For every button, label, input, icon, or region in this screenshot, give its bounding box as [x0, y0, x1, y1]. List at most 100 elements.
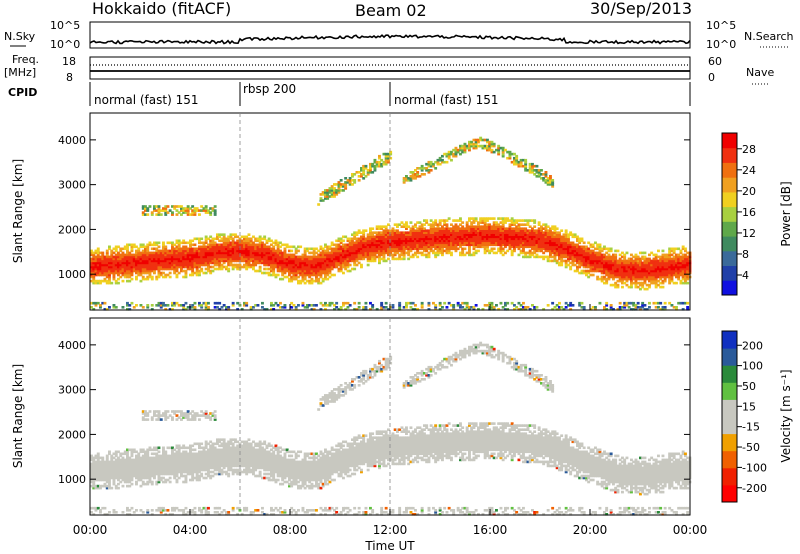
power-cell [342, 249, 345, 253]
power-cell [382, 241, 386, 245]
power-cell [380, 225, 384, 228]
power-cell [486, 241, 489, 245]
power-cell [294, 263, 298, 267]
power-cell [540, 239, 543, 243]
power-cell [402, 223, 406, 226]
power-cell [402, 177, 406, 180]
power-cell [339, 237, 343, 241]
power-cell [501, 154, 505, 158]
power-cell [540, 177, 543, 180]
power-cell [582, 269, 586, 273]
power-cell [344, 249, 348, 253]
power-cell [425, 235, 429, 239]
power-cell [549, 175, 552, 178]
power-cell [675, 255, 678, 259]
power-cell [267, 247, 271, 251]
power-cell [452, 148, 456, 152]
power-cell [510, 217, 514, 220]
power-cell [652, 265, 656, 269]
power-cell [398, 255, 402, 259]
power-cell [216, 301, 219, 305]
power-cell [380, 247, 384, 251]
power-cell [391, 231, 395, 234]
power-cell [324, 249, 327, 253]
power-cell [254, 251, 258, 255]
power-cell [405, 245, 408, 249]
power-cell [292, 259, 296, 263]
power-cell [580, 269, 584, 273]
power-cell [387, 237, 390, 241]
power-cell [555, 249, 559, 253]
power-cell [290, 245, 294, 249]
power-cell [389, 237, 393, 241]
power-cell [227, 257, 231, 261]
velocity-cell [105, 480, 109, 484]
power-cell [472, 306, 476, 309]
power-cell [101, 257, 105, 261]
velocity-cell [99, 486, 102, 490]
power-cell [454, 150, 458, 154]
power-cell [204, 239, 208, 243]
power-cell [337, 239, 341, 243]
power-cell [396, 245, 399, 249]
power-cell [270, 263, 273, 267]
power-cell [582, 259, 586, 263]
power-cell [193, 308, 197, 311]
power-cell [603, 247, 606, 251]
power-cell [596, 255, 600, 259]
power-cell [513, 162, 516, 166]
power-cell [357, 171, 361, 174]
power-cell [182, 207, 186, 210]
power-cell [585, 269, 588, 273]
power-cell [414, 243, 417, 247]
power-cell [137, 267, 141, 271]
power-cell [162, 261, 165, 265]
power-cell [321, 263, 325, 267]
power-cell [524, 167, 528, 170]
power-cell [681, 269, 685, 273]
power-cell [90, 259, 93, 263]
power-cell [324, 251, 327, 255]
power-cell [391, 257, 395, 261]
power-cell [132, 269, 136, 273]
power-cell [326, 259, 330, 263]
power-cell [663, 273, 667, 277]
power-cell [337, 261, 341, 265]
power-cell [225, 243, 228, 247]
power-cell [110, 257, 114, 261]
power-cell [589, 243, 593, 247]
power-cell [191, 209, 195, 212]
power-cell [346, 247, 350, 251]
power-cell [587, 241, 591, 245]
power-cell [166, 304, 170, 307]
power-cell [211, 265, 215, 269]
power-cell [621, 255, 624, 259]
power-cell [434, 306, 438, 309]
power-cell [351, 257, 354, 261]
power-cell [643, 255, 647, 259]
power-cell [409, 239, 413, 243]
power-cell [488, 223, 492, 226]
power-cell [488, 227, 492, 230]
power-cell [337, 243, 341, 247]
power-cell [317, 271, 321, 275]
power-cell [150, 263, 154, 267]
power-cell [553, 237, 557, 241]
power-cell [193, 207, 197, 210]
power-cell [648, 267, 651, 271]
power-cell [567, 241, 570, 245]
power-cell [276, 273, 280, 277]
power-cell [166, 267, 170, 271]
power-cell [389, 247, 393, 251]
power-cell [668, 267, 672, 271]
power-cell [319, 247, 323, 251]
power-cell [339, 183, 343, 186]
power-cell [123, 259, 127, 263]
power-cell [418, 231, 422, 234]
power-cell [490, 239, 494, 243]
power-cell [135, 261, 138, 265]
power-cell [499, 239, 503, 243]
power-cell [553, 235, 557, 239]
velocity-cell [101, 506, 105, 510]
velocity-cell [112, 466, 116, 470]
